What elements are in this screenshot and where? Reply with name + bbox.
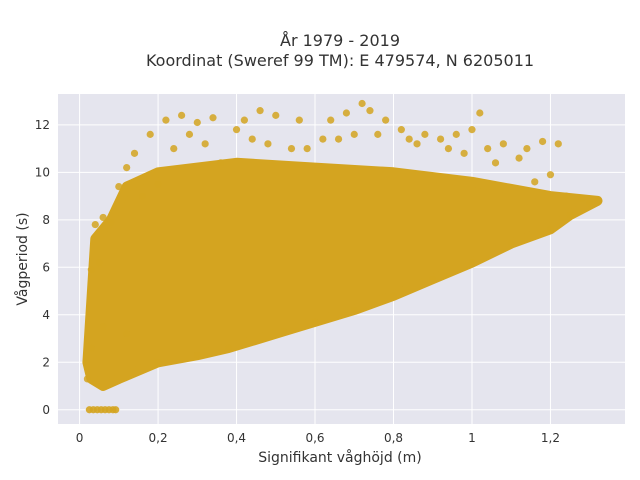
y-tick-label: 10	[35, 165, 50, 179]
data-point	[468, 258, 476, 267]
data-point	[350, 306, 358, 314]
x-tick-label: 1	[468, 431, 476, 445]
data-point	[217, 159, 225, 167]
data-point	[170, 145, 178, 153]
x-tick-label: 0	[76, 431, 84, 445]
data-point	[546, 225, 555, 233]
data-point	[240, 116, 248, 124]
data-point	[491, 159, 500, 167]
data-point	[460, 149, 468, 157]
data-point	[382, 116, 390, 124]
data-point	[523, 145, 531, 153]
data-point	[95, 258, 103, 267]
data-point	[130, 149, 139, 157]
x-axis-ticks: 0 0,2 0,4 0,6 0,8 1 1,2	[76, 431, 560, 445]
data-point	[350, 130, 358, 138]
chart-title-line-1: År 1979 - 2019	[280, 31, 400, 50]
data-point	[586, 199, 594, 207]
data-point	[389, 292, 398, 300]
data-point	[178, 111, 186, 119]
data-point	[107, 218, 115, 226]
y-tick-label: 0	[42, 403, 50, 417]
data-point	[499, 140, 507, 148]
data-point	[444, 145, 453, 153]
data-point	[507, 239, 515, 248]
data-point	[476, 109, 484, 117]
data-point	[91, 220, 99, 229]
data-points	[83, 99, 602, 414]
data-point	[87, 344, 95, 352]
data-point	[264, 140, 272, 148]
data-point	[593, 197, 602, 205]
data-point	[421, 130, 429, 138]
y-tick-label: 4	[42, 308, 50, 322]
y-tick-label: 2	[42, 355, 50, 369]
data-point	[99, 323, 107, 331]
data-point	[374, 130, 382, 138]
y-tick-label: 12	[35, 118, 50, 132]
data-point	[436, 135, 445, 143]
data-point	[429, 275, 437, 283]
data-point	[287, 145, 296, 153]
data-point	[311, 318, 319, 326]
data-point	[413, 140, 421, 148]
data-point	[209, 114, 217, 122]
data-point	[193, 118, 201, 127]
x-axis-title: Signifikant våghöjd (m)	[258, 449, 421, 466]
data-point	[138, 192, 146, 200]
data-point	[319, 135, 327, 143]
data-point	[280, 327, 288, 336]
data-point	[405, 135, 413, 143]
data-point	[578, 194, 586, 203]
data-point	[87, 266, 95, 274]
x-tick-label: 0,8	[384, 431, 403, 445]
x-tick-label: 0,4	[227, 431, 246, 445]
y-tick-label: 8	[42, 213, 50, 227]
data-point	[256, 107, 264, 115]
data-point	[154, 180, 162, 188]
data-point	[115, 182, 123, 191]
data-point-zero-period	[112, 406, 120, 414]
data-point	[327, 116, 335, 124]
data-point	[397, 126, 405, 134]
data-point	[546, 171, 555, 179]
data-point	[99, 213, 107, 222]
data-point	[366, 107, 374, 115]
data-point	[538, 137, 547, 146]
data-point	[342, 109, 351, 117]
x-tick-label: 1,2	[541, 431, 560, 445]
data-point	[201, 140, 209, 148]
y-tick-label: 6	[42, 260, 50, 274]
data-point	[232, 126, 241, 134]
data-point	[193, 351, 201, 359]
data-point	[123, 330, 131, 338]
data-point	[123, 163, 131, 172]
y-axis-ticks: 0 2 4 6 8 10 12	[35, 118, 50, 417]
data-point	[162, 116, 170, 124]
data-point	[154, 358, 162, 366]
data-point	[185, 130, 194, 138]
data-point	[515, 154, 523, 162]
x-tick-label: 0,2	[149, 431, 168, 445]
data-point	[303, 145, 311, 153]
data-point	[554, 140, 562, 148]
data-point	[272, 111, 280, 119]
data-point	[295, 116, 303, 124]
y-axis-title: Vågperiod (s)	[14, 212, 31, 305]
data-point	[334, 135, 343, 143]
data-point	[452, 130, 460, 138]
data-point	[225, 344, 233, 352]
data-point	[531, 178, 539, 186]
data-point	[566, 211, 574, 219]
data-point	[484, 145, 492, 153]
data-point	[358, 99, 366, 108]
data-point	[83, 375, 92, 383]
chart-title-line-2: Koordinat (Sweref 99 TM): E 479574, N 62…	[146, 51, 534, 70]
data-point	[468, 126, 476, 134]
data-point	[562, 192, 570, 200]
data-point	[146, 130, 154, 138]
x-tick-label: 0,6	[305, 431, 324, 445]
data-point	[248, 135, 256, 143]
